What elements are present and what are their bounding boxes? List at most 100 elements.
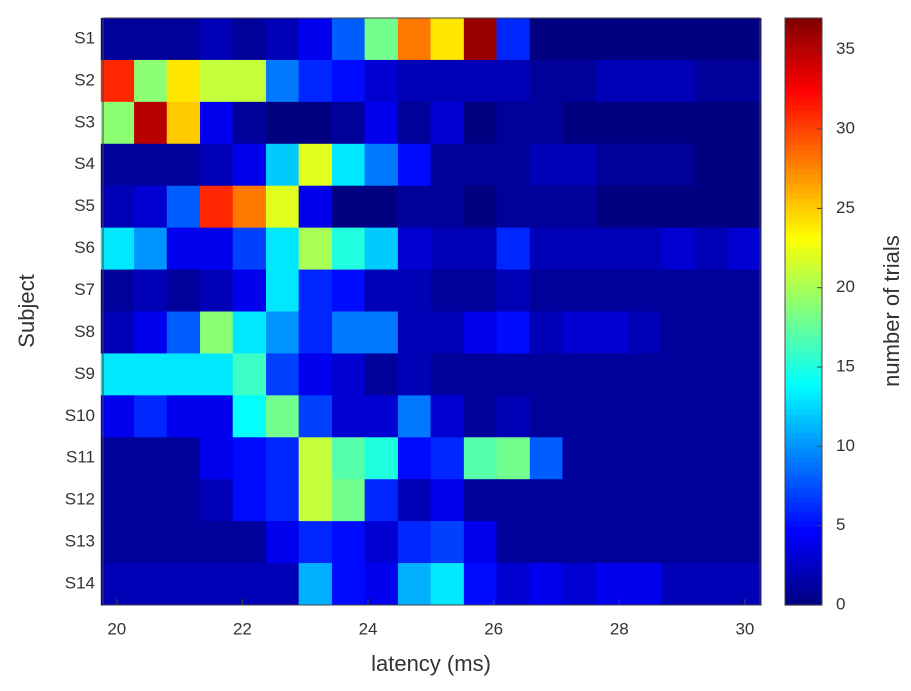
heatmap-cell xyxy=(100,395,135,438)
colorbar-segment xyxy=(785,22,822,29)
heatmap-cell xyxy=(232,143,267,187)
heatmap-cell xyxy=(727,143,762,187)
heatmap-cell xyxy=(628,101,663,145)
heatmap-cell xyxy=(727,185,762,229)
heatmap-cell xyxy=(331,269,366,312)
heatmap-cell xyxy=(694,143,729,187)
heatmap-cell xyxy=(727,521,762,564)
heatmap-cell xyxy=(430,18,465,61)
heatmap-cell xyxy=(694,353,729,396)
heatmap-cell xyxy=(134,18,168,61)
colorbar-segment xyxy=(785,365,822,371)
colorbar-segment xyxy=(785,428,822,435)
heatmap-cell xyxy=(364,18,399,61)
colorbar-segment xyxy=(785,370,822,376)
heatmap-cell xyxy=(430,269,465,312)
heatmap-cell xyxy=(265,227,300,271)
colorbar-segment xyxy=(785,448,822,454)
heatmap-cell xyxy=(496,353,531,396)
heatmap-cell xyxy=(232,269,267,312)
colorbar-segment xyxy=(785,296,822,303)
heatmap-cell xyxy=(232,395,267,438)
heatmap-cell xyxy=(232,521,267,564)
heatmap-cell xyxy=(496,563,531,606)
heatmap-cell xyxy=(134,521,168,564)
heatmap-cell xyxy=(397,563,432,606)
heatmap-cell xyxy=(463,311,498,354)
colorbar-segment xyxy=(785,174,822,181)
colorbar-segment xyxy=(785,42,822,48)
colorbar-segment xyxy=(785,556,822,562)
heatmap-cell xyxy=(727,101,762,145)
heatmap-cell xyxy=(562,353,597,396)
heatmap-cell xyxy=(529,521,564,564)
heatmap-cell xyxy=(628,143,663,187)
heatmap-cell xyxy=(496,311,531,354)
colorbar-segment xyxy=(785,154,822,161)
heatmap-cell xyxy=(298,185,333,229)
heatmap-cell xyxy=(100,353,135,396)
heatmap-cell xyxy=(265,311,300,354)
heatmap-cell xyxy=(134,143,168,187)
heatmap-cell xyxy=(331,101,366,145)
heatmap-cell xyxy=(232,227,267,271)
colorbar-segment xyxy=(785,243,822,249)
colorbar-segment xyxy=(785,477,822,484)
colorbar-segment xyxy=(785,531,822,538)
y-tick-label: S2 xyxy=(74,70,95,89)
heatmap-cell xyxy=(694,59,729,103)
heatmap-cell xyxy=(463,227,498,271)
heatmap-cell xyxy=(232,563,267,606)
heatmap-cell xyxy=(232,437,267,480)
heatmap-cell xyxy=(166,18,201,61)
heatmap-cell xyxy=(496,521,531,564)
colorbar-segment xyxy=(785,419,822,425)
heatmap-cell xyxy=(529,395,564,438)
y-tick-label: S10 xyxy=(65,406,95,425)
heatmap-cell xyxy=(595,59,630,103)
colorbar-segment xyxy=(785,125,822,132)
heatmap-cell xyxy=(562,227,597,271)
colorbar-tick-label: 5 xyxy=(836,515,845,534)
heatmap-cell xyxy=(364,143,399,187)
heatmap-cell xyxy=(364,185,399,229)
colorbar-segment xyxy=(785,52,822,58)
heatmap-cell xyxy=(134,101,168,145)
heatmap-cell xyxy=(397,185,432,229)
heatmap-cell xyxy=(562,143,597,187)
heatmap-cell xyxy=(166,269,201,312)
heatmap-cell xyxy=(463,59,498,103)
heatmap-cell xyxy=(529,563,564,606)
heatmap-cell xyxy=(529,227,564,271)
colorbar-segment xyxy=(785,326,822,332)
heatmap-cell xyxy=(661,269,696,312)
heatmap-cell xyxy=(430,563,465,606)
heatmap-cell xyxy=(595,101,630,145)
heatmap-cell xyxy=(166,521,201,564)
colorbar-segment xyxy=(785,76,822,83)
heatmap-cell xyxy=(397,311,432,354)
heatmap-cell xyxy=(232,101,267,145)
heatmap-cell xyxy=(364,353,399,396)
heatmap-cell xyxy=(331,479,366,522)
heatmap-cell xyxy=(200,185,234,229)
heatmap-cell xyxy=(331,437,366,480)
heatmap-cell xyxy=(430,479,465,522)
colorbar-segment xyxy=(785,502,822,508)
heatmap-cell xyxy=(166,311,201,354)
heatmap-cell xyxy=(694,479,729,522)
colorbar-segment xyxy=(785,350,822,357)
heatmap-cell xyxy=(200,59,234,103)
heatmap-cell xyxy=(331,521,366,564)
heatmap-cell xyxy=(562,521,597,564)
colorbar-segment xyxy=(785,198,822,205)
heatmap-cell xyxy=(200,227,234,271)
colorbar-segment xyxy=(785,120,822,127)
y-tick-label: S7 xyxy=(74,280,95,299)
colorbar-segment xyxy=(785,331,822,337)
heatmap-cell xyxy=(661,311,696,354)
colorbar-segment xyxy=(785,433,822,440)
colorbar-segment xyxy=(785,507,822,513)
heatmap-cell xyxy=(496,395,531,438)
colorbar-segment xyxy=(785,86,822,92)
